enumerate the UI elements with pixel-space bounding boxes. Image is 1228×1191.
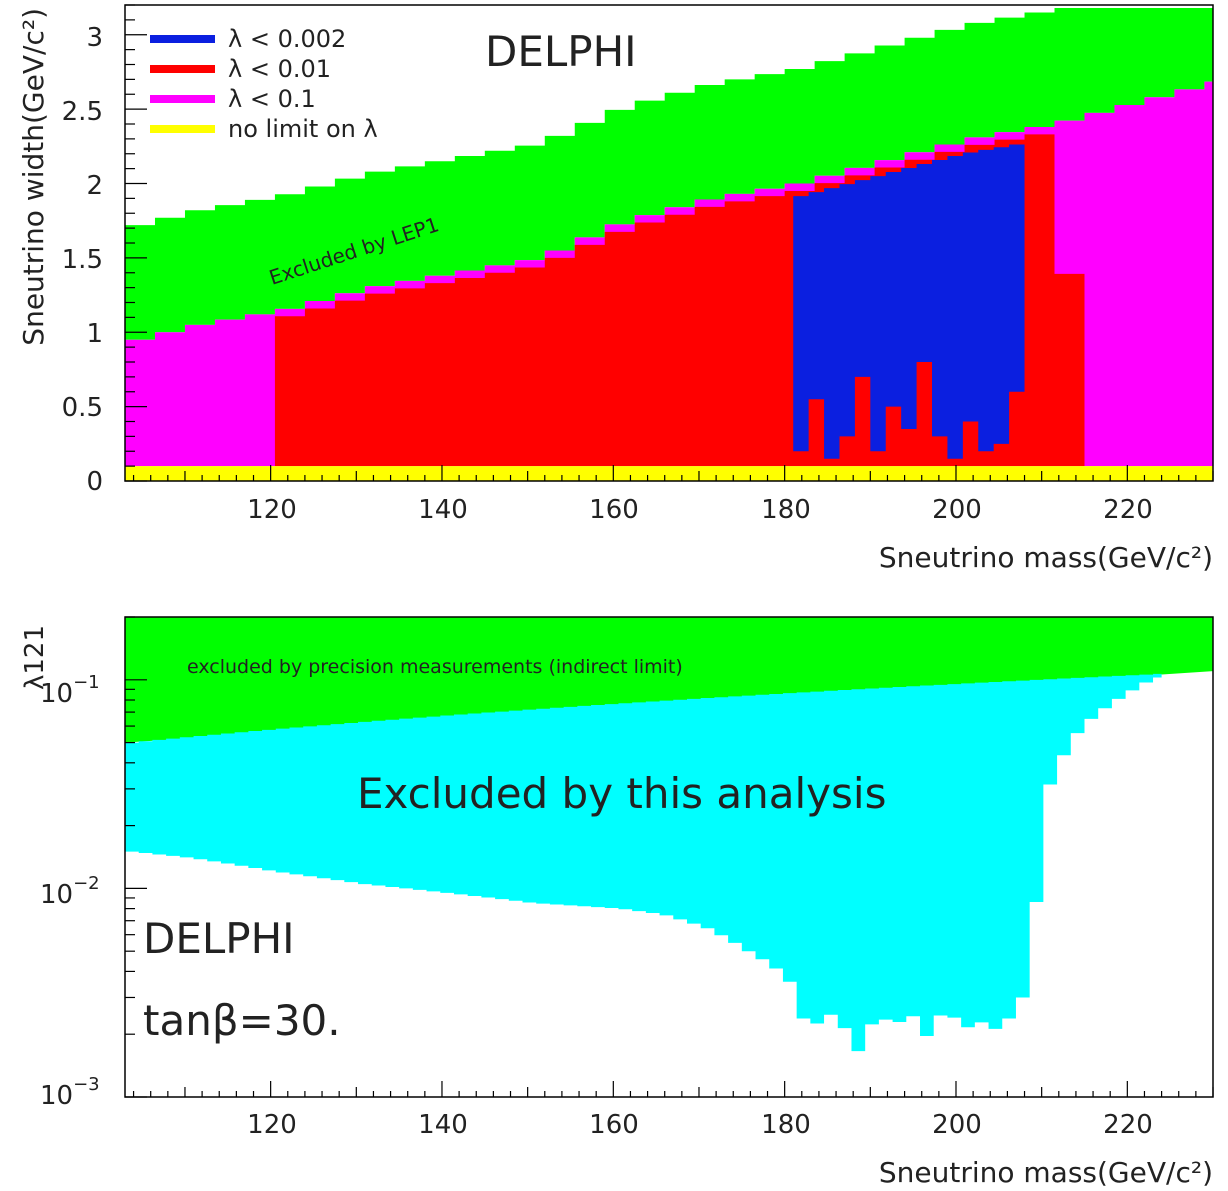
bottom-axis-ticks — [125, 616, 1214, 1098]
bottom-plot-frame — [124, 616, 1214, 1098]
top-x-axis-label: Sneutrino mass(GeV/c²) — [879, 541, 1213, 574]
top-x-tick-labels: 120 140 160 180 200 220 — [247, 495, 1153, 525]
y-tick-exp: −2 — [73, 873, 100, 894]
legend-swatch — [150, 95, 215, 103]
y-tick-exp: −1 — [73, 672, 100, 693]
x-tick-label: 220 — [1103, 1110, 1153, 1140]
top-exclusion-regions — [125, 7, 1213, 481]
top-y-tick-labels: 0 0.5 1 1.5 2 2.5 3 — [62, 23, 103, 497]
lambda-0002-region — [793, 144, 1025, 459]
y-tick-base: 10 — [40, 1081, 73, 1111]
legend-label: λ < 0.002 — [228, 25, 346, 53]
bottom-exclusion-regions — [125, 617, 1213, 1052]
y-tick-label: 1 — [86, 319, 103, 349]
legend-swatch — [150, 125, 215, 133]
legend-label: no limit on λ — [228, 115, 378, 143]
top-y-axis-label: Sneutrino width(GeV/c²) — [17, 8, 50, 346]
x-tick-label: 140 — [418, 495, 468, 525]
legend-entry-lambda-01: λ < 0.1 — [150, 85, 316, 113]
legend-swatch — [150, 35, 215, 43]
lep1-excluded-region — [125, 7, 1213, 340]
x-tick-label: 120 — [247, 495, 297, 525]
top-chart-title: DELPHI — [485, 27, 637, 76]
bottom-y-axis-label: λ121 — [20, 625, 50, 690]
bottom-x-axis-label: Sneutrino mass(GeV/c²) — [879, 1156, 1213, 1189]
legend-label: λ < 0.1 — [228, 85, 316, 113]
y-tick-label: 0 — [86, 467, 103, 497]
no-limit-region — [125, 466, 1213, 481]
y-tick-label: 2 — [86, 171, 103, 201]
y-tick-label: 3 — [86, 23, 103, 53]
top-chart-panel: λ < 0.002 λ < 0.01 λ < 0.1 no limit on λ… — [17, 4, 1214, 574]
y-tick-label: 0.5 — [62, 393, 103, 423]
x-tick-label: 160 — [589, 495, 639, 525]
bottom-x-tick-labels: 120 140 160 180 200 220 — [247, 1110, 1153, 1140]
x-tick-label: 180 — [761, 1110, 811, 1140]
x-tick-label: 140 — [418, 1110, 468, 1140]
legend-swatch — [150, 65, 215, 73]
y-tick-label: 1.5 — [62, 245, 103, 275]
y-tick-label: 10−3 — [40, 1074, 100, 1111]
legend-entry-lambda-001: λ < 0.01 — [150, 55, 331, 83]
bottom-chart-panel: excluded by precision measurements (indi… — [20, 616, 1214, 1189]
y-tick-base: 10 — [40, 880, 73, 910]
analysis-excluded-region — [125, 673, 1162, 1052]
top-legend: λ < 0.002 λ < 0.01 λ < 0.1 no limit on λ — [150, 25, 378, 143]
x-tick-label: 180 — [761, 495, 811, 525]
bottom-y-tick-labels: 10−1 10−2 10−3 — [40, 672, 100, 1111]
tanbeta-label: tanβ=30. — [143, 996, 341, 1045]
x-tick-label: 220 — [1103, 495, 1153, 525]
x-tick-label: 200 — [932, 1110, 982, 1140]
y-tick-exp: −3 — [73, 1074, 100, 1095]
y-tick-label: 10−1 — [40, 672, 100, 709]
experiment-label: DELPHI — [143, 914, 295, 963]
y-tick-label: 10−2 — [40, 873, 100, 910]
legend-label: λ < 0.01 — [228, 55, 331, 83]
analysis-annotation: Excluded by this analysis — [357, 769, 886, 818]
y-tick-base: 10 — [40, 679, 73, 709]
legend-entry-lambda-0002: λ < 0.002 — [150, 25, 346, 53]
x-tick-label: 120 — [247, 1110, 297, 1140]
top-plot-frame — [124, 4, 1214, 482]
x-tick-label: 200 — [932, 495, 982, 525]
precision-excluded-region — [125, 617, 1213, 743]
precision-annotation: excluded by precision measurements (indi… — [187, 656, 683, 678]
y-tick-label: 2.5 — [62, 97, 103, 127]
x-tick-label: 160 — [589, 1110, 639, 1140]
legend-entry-no-limit: no limit on λ — [150, 115, 378, 143]
